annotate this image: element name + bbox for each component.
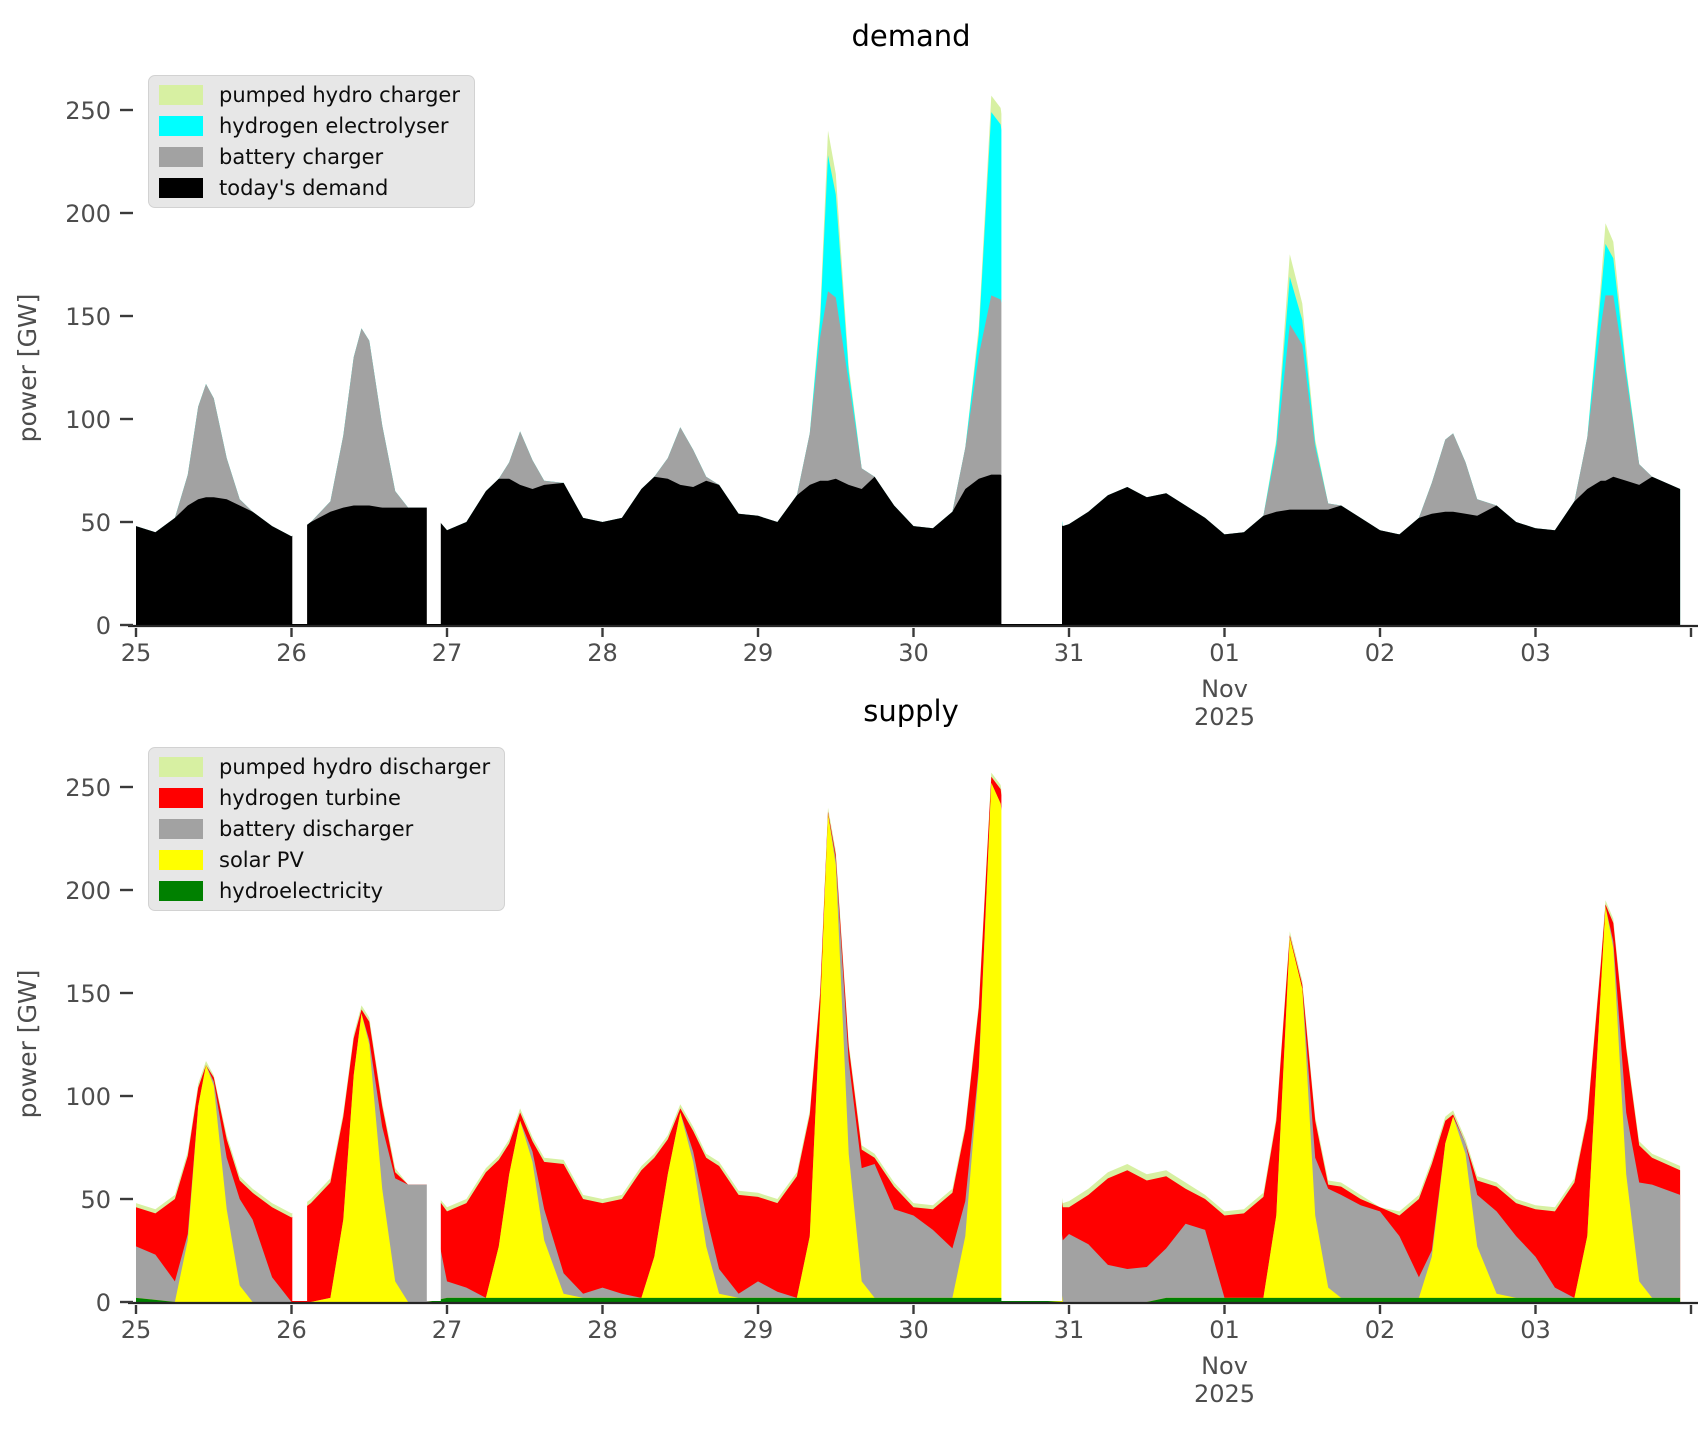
legend-swatch-hydrogen-turbine bbox=[159, 788, 203, 808]
legend-label-battery-discharger: battery discharger bbox=[219, 817, 414, 841]
x-tick-label-03: 03 bbox=[1520, 1316, 1551, 1344]
legend-label-todays-demand: today's demand bbox=[219, 176, 389, 200]
y-tick-label-250: 250 bbox=[65, 97, 111, 125]
x-tick-label-02: 02 bbox=[1365, 1316, 1396, 1344]
y-tick-label-100: 100 bbox=[65, 1083, 111, 1111]
x-axis-year-label: 2025 bbox=[1194, 703, 1255, 731]
legend-label-pumped-hydro-charger: pumped hydro charger bbox=[219, 83, 460, 107]
y-tick-label-0: 0 bbox=[96, 1289, 111, 1317]
supply-legend: pumped hydro discharger hydrogen turbine b… bbox=[148, 747, 506, 911]
legend-label-battery-charger: battery charger bbox=[219, 145, 384, 169]
legend-item-hydrogen-turbine: hydrogen turbine bbox=[159, 786, 490, 810]
legend-label-hydrogen-electrolyser: hydrogen electrolyser bbox=[219, 114, 449, 138]
y-tick-label-50: 50 bbox=[80, 1186, 111, 1214]
legend-item-pumped-hydro-charger: pumped hydro charger bbox=[159, 83, 460, 107]
legend-label-hydrogen-turbine: hydrogen turbine bbox=[219, 786, 401, 810]
y-tick-label-150: 150 bbox=[65, 980, 111, 1008]
x-tick-label-02: 02 bbox=[1365, 639, 1396, 667]
x-tick-label-28: 28 bbox=[587, 639, 618, 667]
legend-item-pumped-hydro-discharger: pumped hydro discharger bbox=[159, 755, 490, 779]
y-tick-label-250: 250 bbox=[65, 774, 111, 802]
x-tick-label-03: 03 bbox=[1520, 639, 1551, 667]
legend-swatch-solar-pv bbox=[159, 850, 203, 870]
x-tick-label-01: 01 bbox=[1209, 1316, 1240, 1344]
legend-swatch-hydroelectricity bbox=[159, 881, 203, 901]
area-solar-pv bbox=[136, 782, 1681, 1302]
x-tick-label-27: 27 bbox=[432, 639, 463, 667]
legend-item-hydrogen-electrolyser: hydrogen electrolyser bbox=[159, 114, 460, 138]
legend-swatch-pumped-hydro-discharger bbox=[159, 757, 203, 777]
legend-label-solar-pv: solar PV bbox=[219, 848, 304, 872]
legend-swatch-pumped-hydro-charger bbox=[159, 85, 203, 105]
demand-y-axis-label: power [GW] bbox=[13, 294, 42, 443]
x-tick-label-26: 26 bbox=[276, 639, 307, 667]
x-tick-label-01: 01 bbox=[1209, 639, 1240, 667]
y-tick-label-100: 100 bbox=[65, 406, 111, 434]
chart-title-supply: supply bbox=[863, 694, 959, 728]
legend-label-pumped-hydro-discharger: pumped hydro discharger bbox=[219, 755, 491, 779]
x-tick-label-25: 25 bbox=[121, 639, 152, 667]
x-tick-label-29: 29 bbox=[743, 639, 774, 667]
legend-label-hydroelectricity: hydroelectricity bbox=[219, 879, 384, 903]
data-gap-2 bbox=[1001, 745, 1062, 1301]
x-tick-label-25: 25 bbox=[121, 1316, 152, 1344]
area-todays-demand bbox=[136, 474, 1681, 625]
legend-item-battery-charger: battery charger bbox=[159, 145, 460, 169]
legend-item-battery-discharger: battery discharger bbox=[159, 817, 490, 841]
legend-swatch-hydrogen-electrolyser bbox=[159, 116, 203, 136]
x-tick-label-28: 28 bbox=[587, 1316, 618, 1344]
x-axis-month-label: Nov bbox=[1201, 1352, 1248, 1380]
legend-item-todays-demand: today's demand bbox=[159, 176, 460, 200]
x-tick-label-31: 31 bbox=[1054, 1316, 1085, 1344]
legend-swatch-battery-discharger bbox=[159, 819, 203, 839]
legend-swatch-battery-charger bbox=[159, 147, 203, 167]
x-axis-month-label: Nov bbox=[1201, 675, 1248, 703]
demand-legend: pumped hydro charger hydrogen electrolyse… bbox=[148, 75, 475, 208]
legend-item-solar-pv: solar PV bbox=[159, 848, 490, 872]
y-tick-label-150: 150 bbox=[65, 303, 111, 331]
x-tick-label-27: 27 bbox=[432, 1316, 463, 1344]
x-tick-label-30: 30 bbox=[898, 1316, 929, 1344]
data-gap-2 bbox=[1001, 60, 1062, 624]
legend-item-hydroelectricity: hydroelectricity bbox=[159, 879, 490, 903]
x-tick-label-26: 26 bbox=[276, 1316, 307, 1344]
supply-y-axis-label: power [GW] bbox=[13, 970, 42, 1119]
x-tick-label-29: 29 bbox=[743, 1316, 774, 1344]
y-tick-label-200: 200 bbox=[65, 877, 111, 905]
x-axis-year-label: 2025 bbox=[1194, 1380, 1255, 1408]
legend-swatch-todays-demand bbox=[159, 178, 203, 198]
y-tick-label-200: 200 bbox=[65, 200, 111, 228]
chart-title-demand: demand bbox=[851, 19, 970, 53]
y-tick-label-0: 0 bbox=[96, 612, 111, 640]
area-hydroelectricity bbox=[136, 1297, 1681, 1302]
y-tick-label-50: 50 bbox=[80, 509, 111, 537]
x-tick-label-31: 31 bbox=[1054, 639, 1085, 667]
x-tick-label-30: 30 bbox=[898, 639, 929, 667]
